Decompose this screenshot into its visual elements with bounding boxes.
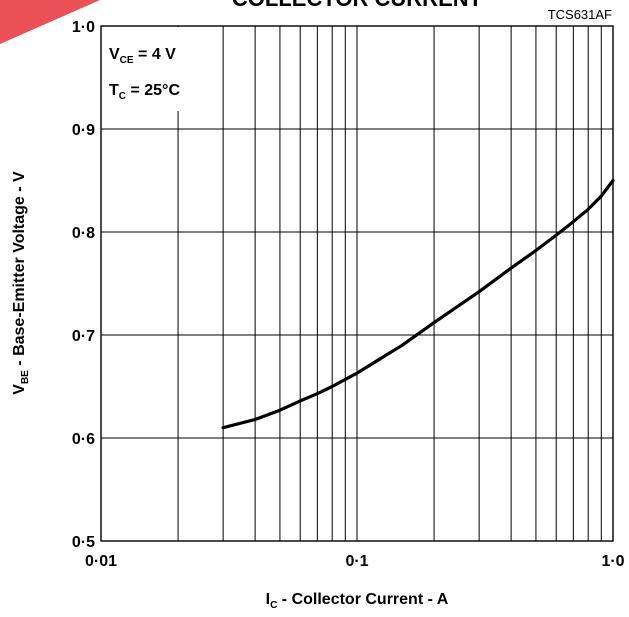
y-tick-label: 0·6 <box>72 431 95 448</box>
figure-reference: TCS631AF <box>548 7 612 22</box>
y-tick-label: 0·9 <box>72 122 95 139</box>
y-axis-label: VBE - Base-Emitter Voltage - V <box>11 171 31 395</box>
annotation-vce: VCE = 4 V <box>109 46 176 66</box>
y-tick-label: 0·7 <box>72 328 95 345</box>
x-tick-label: 0·1 <box>345 553 368 570</box>
y-tick-label: 0·5 <box>72 534 95 551</box>
tick-labels: 0·5 0·6 0·7 0·8 0·9 1·0 0·01 0·1 1·0 <box>72 19 625 570</box>
watermark-fragment <box>0 0 100 44</box>
y-tick-label: 0·8 <box>72 225 95 242</box>
x-axis-label: IC - Collector Current - A <box>266 591 449 611</box>
annotation-box <box>102 27 222 111</box>
chart-title: COLLECTOR CURRENT <box>232 0 483 11</box>
series-line <box>221 178 615 430</box>
x-tick-label: 1·0 <box>601 553 624 570</box>
series <box>221 178 615 430</box>
annotation-tc: TC = 25°C <box>109 82 180 102</box>
y-tick-label: 1·0 <box>72 19 95 36</box>
grid <box>101 26 613 541</box>
x-tick-label: 0·01 <box>85 553 117 570</box>
plot-frame <box>100 25 614 542</box>
